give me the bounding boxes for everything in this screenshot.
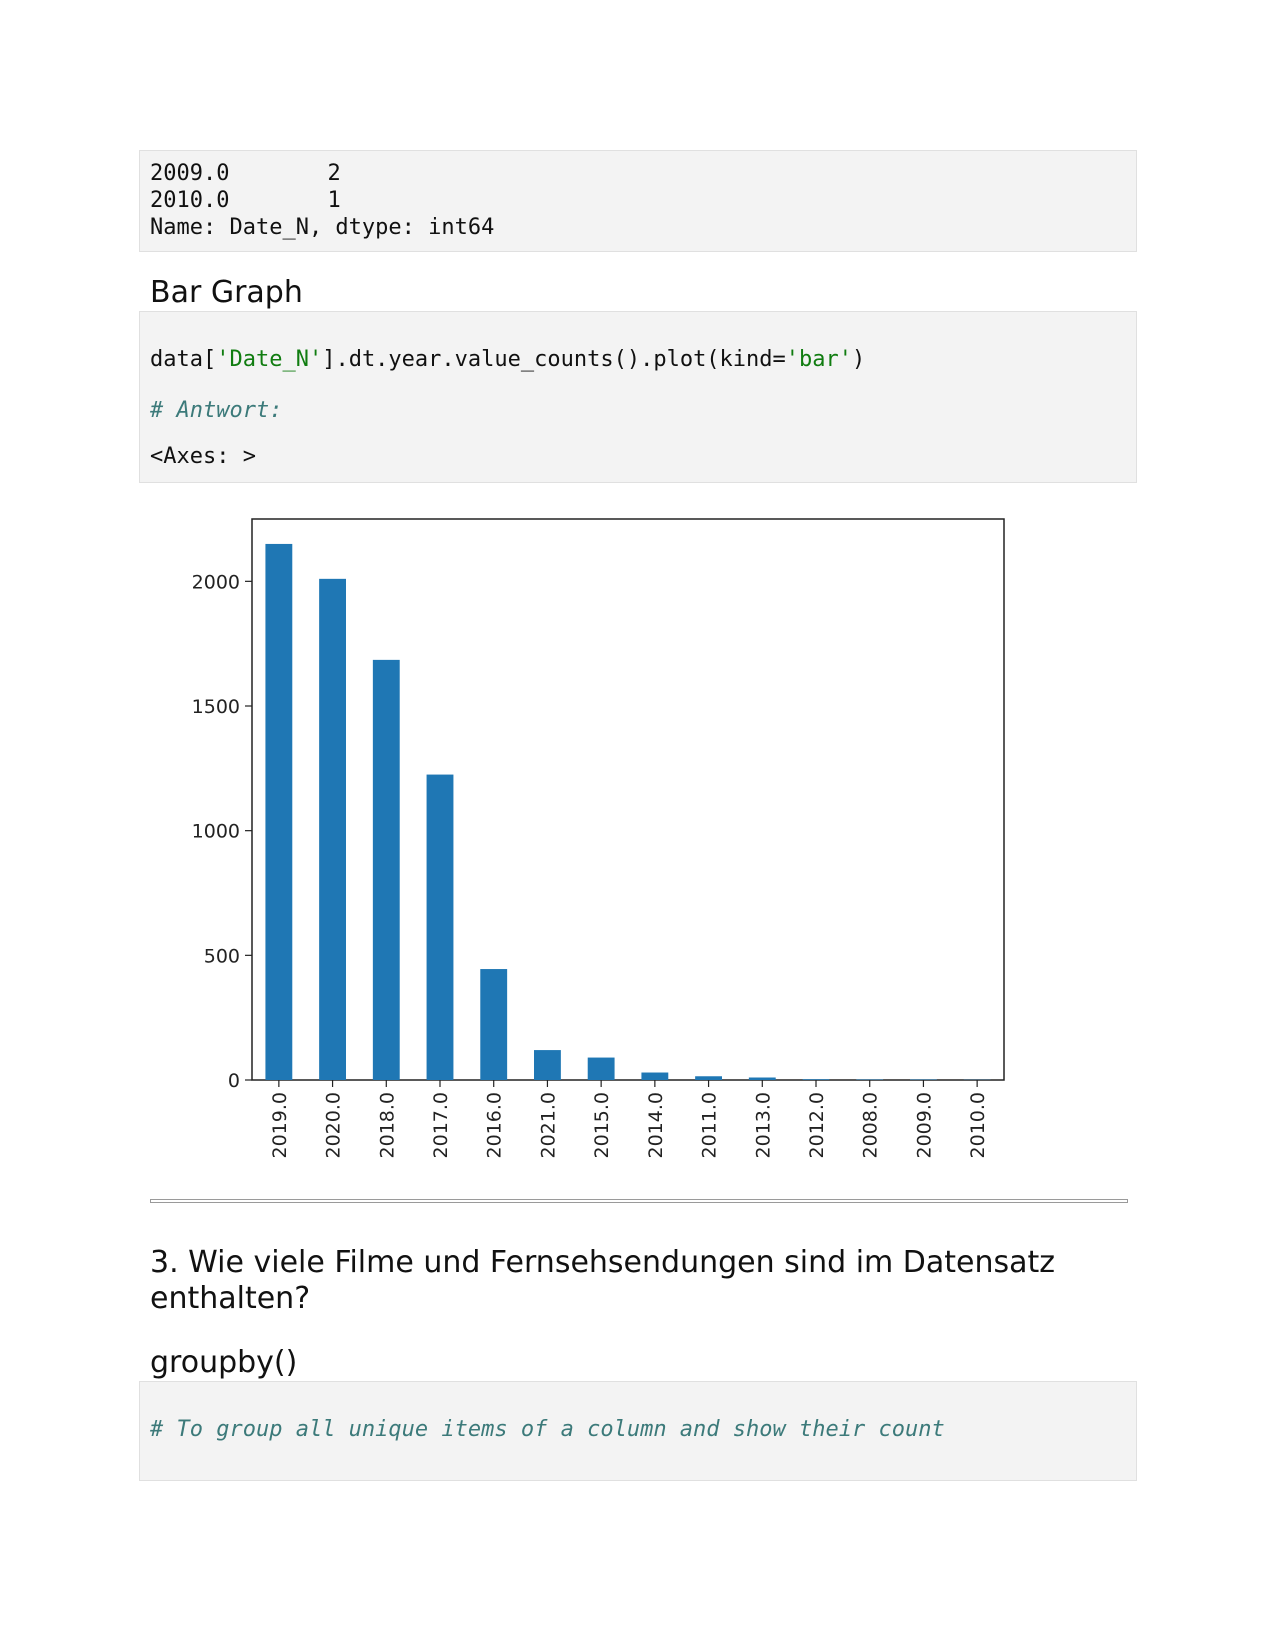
output-count: 2 — [327, 161, 341, 186]
x-tick-label: 2015.0 — [591, 1092, 613, 1158]
question-heading-line: enthalten? — [150, 1281, 311, 1316]
x-tick-label: 2008.0 — [860, 1092, 882, 1158]
code-line: data['Date_N'].dt.year.value_counts().pl… — [150, 347, 865, 373]
y-tick-label: 2000 — [192, 571, 240, 593]
bar — [534, 1050, 561, 1080]
bar — [426, 774, 454, 1080]
question-heading-line: 3. Wie viele Filme und Fernsehsendungen … — [150, 1245, 1056, 1280]
groupby-heading: groupby() — [150, 1345, 298, 1380]
code-comment: # Antwort: — [150, 398, 283, 423]
bar — [265, 543, 293, 1080]
code-string: 'Date_N' — [216, 347, 323, 372]
code-comment: # To group all unique items of a column … — [150, 1417, 945, 1442]
output-year: 2009.0 — [150, 161, 230, 186]
code-text: data[ — [150, 347, 217, 372]
x-tick-label: 2012.0 — [806, 1092, 828, 1158]
code-text: ].dt.year.value_counts().plot(kind= — [322, 347, 786, 372]
bar — [319, 578, 346, 1080]
x-tick-label: 2009.0 — [913, 1092, 935, 1158]
y-tick-label: 1000 — [192, 821, 240, 843]
output-line-2010: 2010.0 1 — [150, 188, 341, 214]
bar — [641, 1072, 669, 1080]
code-block: data['Date_N'].dt.year.value_counts().pl… — [139, 311, 1137, 483]
y-tick-label: 500 — [204, 945, 240, 967]
output-year: 2010.0 — [150, 188, 230, 213]
bar — [802, 1079, 830, 1080]
output-line-2009: 2009.0 2 — [150, 161, 341, 187]
x-tick-label: 2017.0 — [430, 1092, 452, 1158]
x-tick-label: 2016.0 — [484, 1092, 506, 1158]
x-tick-label: 2018.0 — [376, 1092, 398, 1158]
plot-frame — [251, 518, 1005, 1081]
output-count: 1 — [327, 188, 341, 213]
output-footer: Name: Date_N, dtype: int64 — [150, 215, 495, 240]
y-tick-label: 1500 — [192, 696, 240, 718]
code-string: 'bar' — [785, 347, 853, 372]
question-heading: 3. Wie viele Filme und Fernsehsendungen … — [150, 1245, 1055, 1317]
x-tick-label: 2020.0 — [323, 1092, 345, 1158]
bar — [695, 1076, 722, 1080]
x-tick-label: 2021.0 — [537, 1092, 559, 1158]
x-tick-label: 2011.0 — [699, 1092, 721, 1158]
x-tick-label: 2010.0 — [967, 1092, 989, 1158]
bar-graph-heading: Bar Graph — [150, 275, 303, 310]
bar — [372, 659, 400, 1080]
bar — [587, 1057, 615, 1080]
bar — [748, 1077, 776, 1080]
code-text: ) — [852, 347, 866, 372]
x-tick-label: 2019.0 — [269, 1092, 291, 1158]
comment-code-block: # To group all unique items of a column … — [139, 1381, 1137, 1481]
bar — [480, 969, 508, 1080]
bar-chart: 0 500 1000 1500 2000 2019.0 2020.0 2018.0 2017.0… — [192, 518, 1005, 1158]
horizontal-rule — [150, 1199, 1128, 1203]
x-tick-label: 2013.0 — [752, 1092, 774, 1158]
x-tick-label: 2014.0 — [645, 1092, 667, 1158]
y-tick-label: 0 — [228, 1070, 240, 1092]
code-result: <Axes: > — [150, 444, 256, 469]
output-block: 2009.0 2 2010.0 1 Name: Date_N, dtype: int… — [139, 150, 1137, 252]
